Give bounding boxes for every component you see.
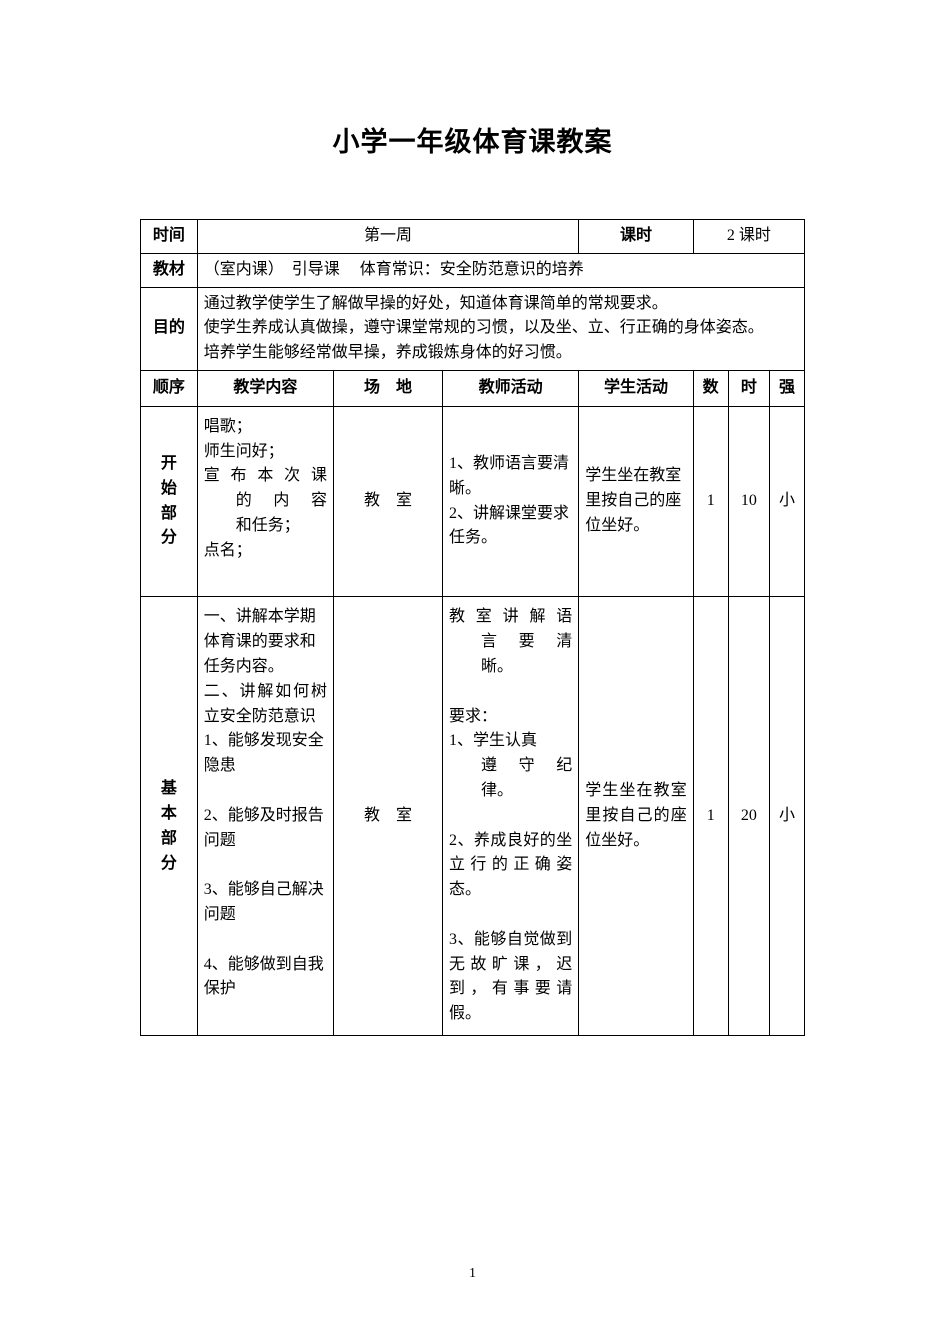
row1-content-l2: 师生问好； — [204, 440, 327, 465]
period-value: 2 课时 — [693, 220, 804, 254]
row2-teacher-l3c: 律。 — [449, 779, 572, 804]
col-place: 场 地 — [333, 370, 442, 406]
row1-content: 唱歌； 师生问好； 宣布本次课 的内容 和任务； 点名； — [197, 406, 333, 597]
row2-intensity: 小 — [770, 597, 805, 1036]
row2-content-l6: 4、能够做到自我保护 — [204, 953, 327, 1003]
row1-num: 1 — [693, 406, 728, 597]
row1-content-l3a: 宣布本次课 — [204, 464, 327, 489]
row2-seq: 基本部分 — [141, 597, 198, 1036]
col-seq: 顺序 — [141, 370, 198, 406]
row2-content: 一、讲解本学期体育课的要求和任务内容。 二、讲解如何树立安全防范意识 1、能够发… — [197, 597, 333, 1036]
row2-teacher-l3a: 1、学生认真 — [449, 729, 572, 754]
page-number: 1 — [0, 1266, 945, 1282]
opening-section-row: 开始部分 唱歌； 师生问好； 宣布本次课 的内容 和任务； 点名； 教 室 1、… — [141, 406, 805, 597]
basic-section-row: 基本部分 一、讲解本学期体育课的要求和任务内容。 二、讲解如何树立安全防范意识 … — [141, 597, 805, 1036]
goal-row: 目的 通过教学使学生了解做早操的好处，知道体育课简单的常规要求。 使学生养成认真… — [141, 287, 805, 370]
period-label: 课时 — [579, 220, 693, 254]
col-time: 时 — [728, 370, 769, 406]
row2-teacher-l5: 3、能够自觉做到无故旷课，迟到，有事要请假。 — [449, 928, 572, 1027]
row2-teacher-l1c: 晰。 — [449, 655, 572, 680]
goal-line-3: 培养学生能够经常做早操，养成锻炼身体的好习惯。 — [204, 341, 798, 366]
row2-content-l1: 一、讲解本学期体育课的要求和任务内容。 — [204, 605, 327, 679]
time-value: 第一周 — [197, 220, 579, 254]
column-header-row: 顺序 教学内容 场 地 教师活动 学生活动 数 时 强 — [141, 370, 805, 406]
row2-teacher: 教室讲解语 言要清 晰。 要求： 1、学生认真 遵守纪 律。 2、养成良好的坐立… — [442, 597, 578, 1036]
col-student: 学生活动 — [579, 370, 693, 406]
row2-content-l2: 二、讲解如何树立安全防范意识 — [204, 680, 327, 730]
row1-intensity: 小 — [770, 406, 805, 597]
lesson-plan-table: 时间 第一周 课时 2 课时 教材 （室内课） 引导课 体育常识：安全防范意识的… — [140, 219, 805, 1036]
col-num: 数 — [693, 370, 728, 406]
goal-line-1: 通过教学使学生了解做早操的好处，知道体育课简单的常规要求。 — [204, 292, 798, 317]
row2-content-l5: 3、能够自己解决问题 — [204, 878, 327, 928]
row1-teacher-l1: 1、教师语言要清晰。 — [449, 452, 572, 502]
row2-content-l4: 2、能够及时报告问题 — [204, 804, 327, 854]
row2-time: 20 — [728, 597, 769, 1036]
row1-teacher-l2: 2、讲解课堂要求任务。 — [449, 502, 572, 552]
material-value: （室内课） 引导课 体育常识：安全防范意识的培养 — [197, 253, 804, 287]
time-label: 时间 — [141, 220, 198, 254]
col-teacher: 教师活动 — [442, 370, 578, 406]
row1-place: 教 室 — [333, 406, 442, 597]
row2-teacher-l4: 2、养成良好的坐立行的正确姿态。 — [449, 829, 572, 903]
row2-place: 教 室 — [333, 597, 442, 1036]
document-title: 小学一年级体育课教案 — [140, 120, 805, 159]
row1-student: 学生坐在教室里按自己的座位坐好。 — [579, 406, 693, 597]
row1-time: 10 — [728, 406, 769, 597]
row2-teacher-l3b: 遵守纪 — [449, 754, 572, 779]
goal-value: 通过教学使学生了解做早操的好处，知道体育课简单的常规要求。 使学生养成认真做操，… — [197, 287, 804, 370]
row1-content-l1: 唱歌； — [204, 415, 327, 440]
material-label: 教材 — [141, 253, 198, 287]
row2-teacher-l1a: 教室讲解语 — [449, 605, 572, 630]
row2-teacher-l2: 要求： — [449, 705, 572, 730]
material-row: 教材 （室内课） 引导课 体育常识：安全防范意识的培养 — [141, 253, 805, 287]
goal-label: 目的 — [141, 287, 198, 370]
row2-num: 1 — [693, 597, 728, 1036]
row2-student: 学生坐在教室里按自己的座位坐好。 — [579, 597, 693, 1036]
row1-seq: 开始部分 — [141, 406, 198, 597]
goal-line-2: 使学生养成认真做操，遵守课堂常规的习惯，以及坐、立、行正确的身体姿态。 — [204, 316, 798, 341]
row1-content-l3b: 的内容 — [204, 489, 327, 514]
col-intensity: 强 — [770, 370, 805, 406]
row1-teacher: 1、教师语言要清晰。 2、讲解课堂要求任务。 — [442, 406, 578, 597]
time-row: 时间 第一周 课时 2 课时 — [141, 220, 805, 254]
row2-content-l3: 1、能够发现安全隐患 — [204, 729, 327, 779]
col-content: 教学内容 — [197, 370, 333, 406]
row2-teacher-l1b: 言要清 — [449, 630, 572, 655]
row1-content-l3c: 和任务； — [204, 514, 327, 539]
row1-content-l4: 点名； — [204, 539, 327, 564]
